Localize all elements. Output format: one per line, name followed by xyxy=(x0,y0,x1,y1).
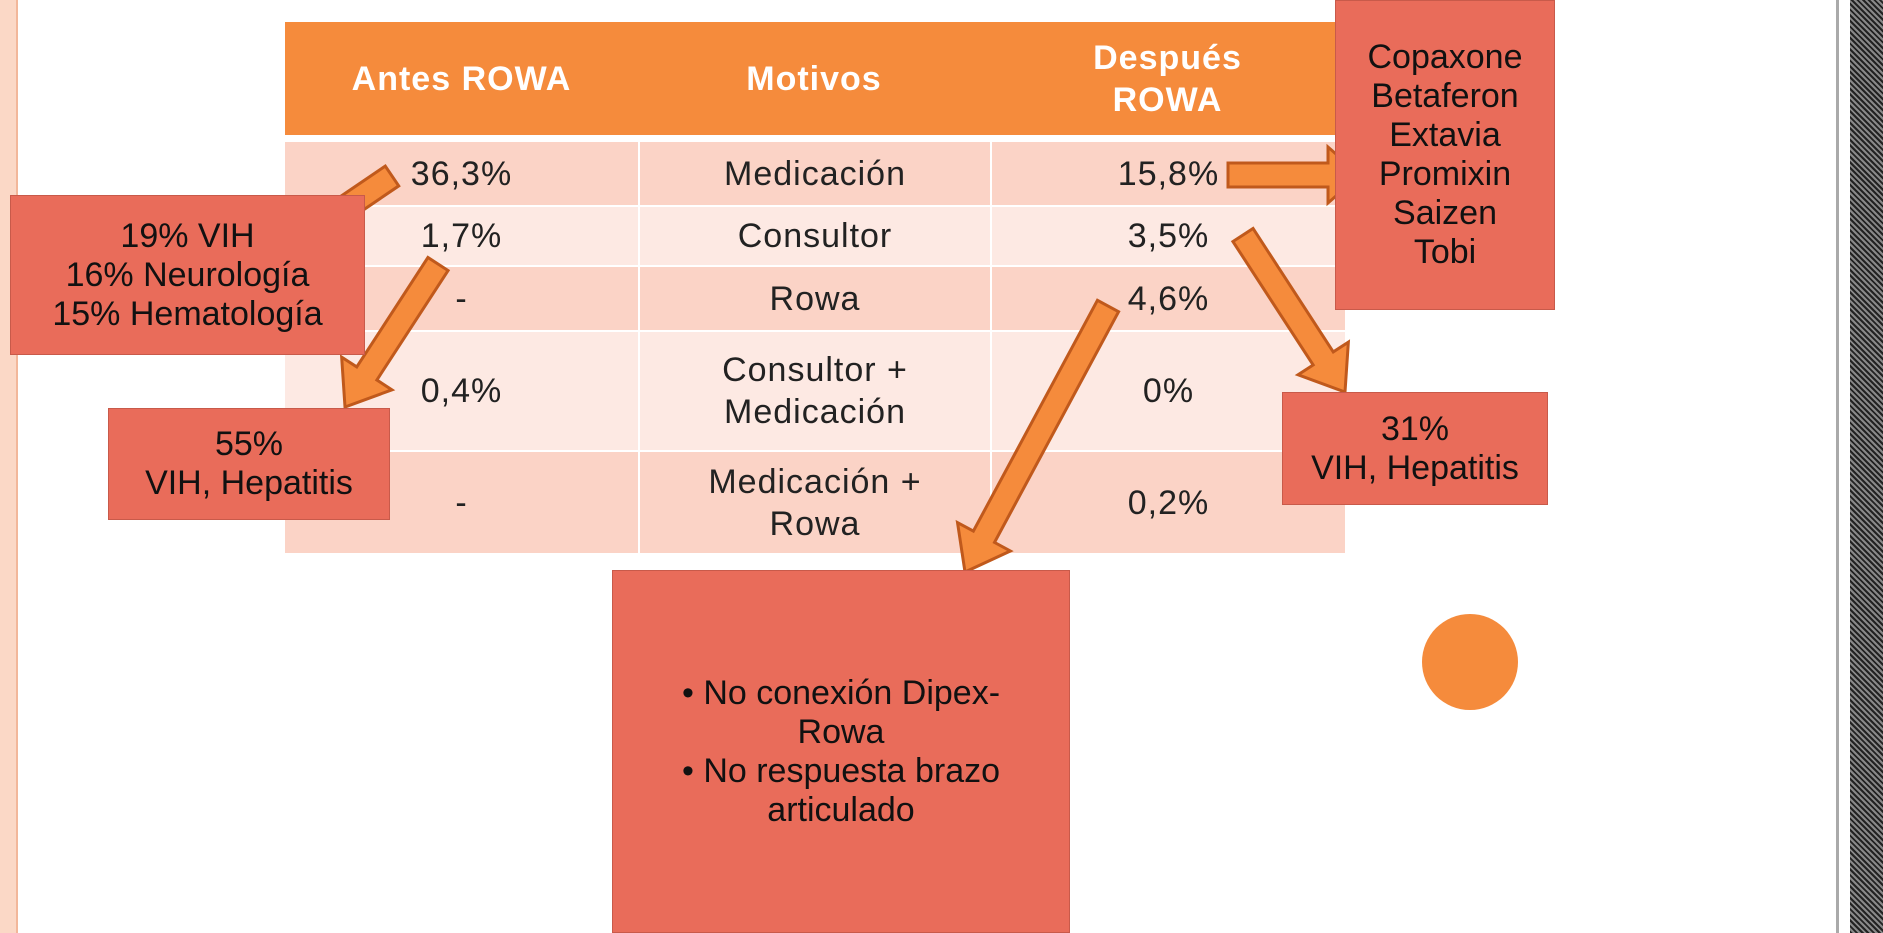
arrow xyxy=(1230,226,1351,395)
text-line: VIH, Hepatitis xyxy=(145,464,353,502)
header-cell: Después ROWA xyxy=(990,22,1345,135)
callout-box: No conexión Dipex-RowaNo respuesta brazo… xyxy=(612,570,1070,933)
text-line: 15% Hematología xyxy=(52,294,323,333)
callout-box: 19% VIH 16% Neurología 15% Hematología xyxy=(10,195,365,355)
text-line: Betaferon xyxy=(1371,77,1519,115)
table-cell: 3,5% xyxy=(990,205,1345,265)
text-line: Medicación + xyxy=(708,462,922,501)
right-pattern xyxy=(1850,0,1883,933)
header-cell: Motivos xyxy=(638,22,990,135)
text-line: Copaxone xyxy=(1367,38,1523,76)
text-line: Tobi xyxy=(1413,233,1477,271)
table-cell: Consultor + Medicación xyxy=(638,330,990,450)
arrow xyxy=(955,298,1121,575)
text-line: Después xyxy=(1093,38,1242,77)
text-line: VIH, Hepatitis xyxy=(1311,448,1519,487)
header-cell: Antes ROWA xyxy=(285,22,638,135)
text-line: Promixin xyxy=(1378,155,1512,193)
text-line: 16% Neurología xyxy=(65,255,310,294)
text-line: Consultor + xyxy=(722,351,908,389)
bullet-item: No conexión Dipex-Rowa xyxy=(682,674,1000,752)
table-cell: Consultor xyxy=(638,205,990,265)
text-line: Saizen xyxy=(1393,194,1497,232)
callout-box: 55% VIH, Hepatitis xyxy=(108,408,390,520)
text-line: No respuesta brazo xyxy=(682,752,1000,791)
text-line: 31% xyxy=(1380,409,1450,448)
text-line: articulado xyxy=(767,790,915,829)
table-cell: Rowa xyxy=(638,265,990,330)
callout-box: Copaxone Betaferon Extavia Promixin Saizen To… xyxy=(1335,0,1555,310)
text-line: 19% VIH xyxy=(120,216,255,255)
table-cell: Medicación xyxy=(638,140,990,205)
decor-circle xyxy=(1422,614,1518,710)
arrow xyxy=(339,255,451,410)
table-cell: Medicación + Rowa xyxy=(638,450,990,553)
text-line: Extavia xyxy=(1389,116,1501,154)
text-line: Medicación xyxy=(724,393,906,431)
text-line: No conexión Dipex- xyxy=(682,674,1000,713)
callout-box: 31% VIH, Hepatitis xyxy=(1282,392,1548,505)
right-line xyxy=(1836,0,1839,933)
text-line: Rowa xyxy=(797,712,885,751)
text-line: 55% xyxy=(214,425,284,463)
text-line: ROWA xyxy=(1112,80,1223,119)
text-line: Rowa xyxy=(769,504,861,543)
